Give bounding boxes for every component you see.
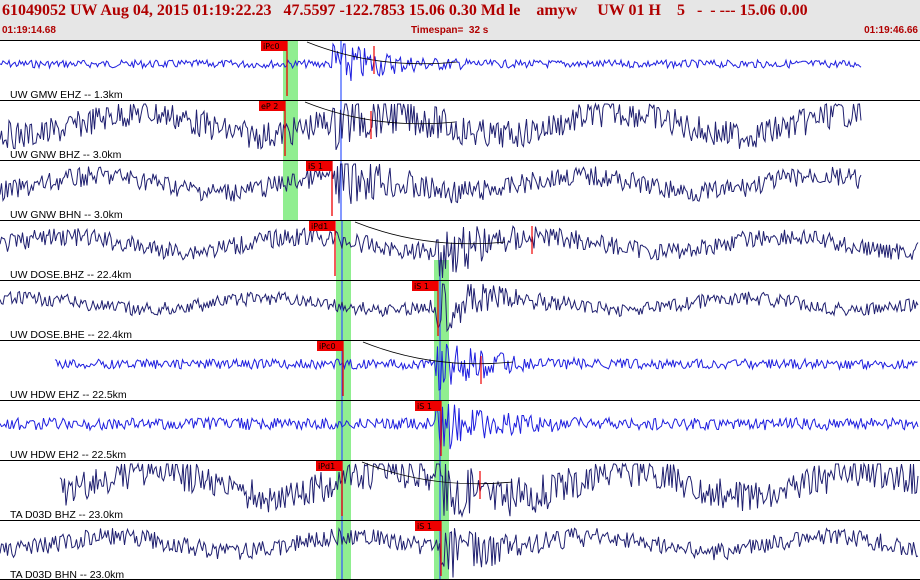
phase-pick-label: iS 1 <box>417 402 432 411</box>
phase-pick-label: iPc0 <box>263 42 280 51</box>
seismogram-panel[interactable]: iPc0 UW GMW EHZ -- 1.3km eP 2 UW GNW BHZ --… <box>0 40 920 580</box>
channel-row[interactable]: iS 1 TA D03D BHN -- 23.0km <box>0 520 920 580</box>
channel-label: UW HDW EHZ -- 22.5km <box>10 389 127 401</box>
coda-fit-curve <box>354 221 506 245</box>
phase-pick-flag[interactable] <box>306 161 332 171</box>
waveform-trace <box>59 462 919 518</box>
phase-pick-label: iPc0 <box>319 342 336 351</box>
waveform-trace <box>0 163 862 204</box>
end-time: 01:19:46.66 <box>864 25 918 36</box>
phase-pick-flag[interactable] <box>261 41 287 51</box>
coda-fit-curve <box>362 341 514 365</box>
start-time: 01:19:14.68 <box>2 25 56 36</box>
channel-row[interactable]: iS 1 UW DOSE.BHE -- 22.4km <box>0 280 920 342</box>
waveform-trace <box>0 42 862 82</box>
waveform-trace <box>0 102 862 150</box>
phase-pick-flag[interactable] <box>317 341 343 351</box>
event-title: 61049052 UW Aug 04, 2015 01:19:22.23 47.… <box>2 2 808 19</box>
waveform-trace <box>0 527 919 578</box>
channel-row[interactable]: iS 1 UW GNW BHN -- 3.0km <box>0 160 920 222</box>
channel-label: TA D03D BHZ -- 23.0km <box>10 509 123 521</box>
coda-fit-curve <box>361 461 513 485</box>
phase-pick-label: eP 2 <box>261 102 278 111</box>
channel-label: UW GNW BHZ -- 3.0km <box>10 149 122 161</box>
waveform-trace <box>54 343 918 391</box>
channel-label: TA D03D BHN -- 23.0km <box>10 569 124 580</box>
waveform-trace <box>0 225 919 279</box>
timespan-label: Timespan= 32 s <box>411 25 489 36</box>
phase-pick-label: iPd1 <box>311 222 328 231</box>
coda-fit-curve <box>304 101 456 125</box>
channel-label: UW HDW EH2 -- 22.5km <box>10 449 126 461</box>
channel-row[interactable]: iPc0 UW HDW EHZ -- 22.5km <box>0 340 920 402</box>
phase-pick-label: iS 1 <box>414 282 429 291</box>
phase-pick-flag[interactable] <box>415 521 441 531</box>
channel-label: UW GMW EHZ -- 1.3km <box>10 89 123 101</box>
phase-pick-label: iPd1 <box>318 462 335 471</box>
phase-pick-label: iS 1 <box>417 522 432 531</box>
channel-row[interactable]: iPd1 UW DOSE.BHZ -- 22.4km <box>0 220 920 282</box>
phase-pick-flag[interactable] <box>316 461 342 471</box>
waveform-trace <box>0 403 919 450</box>
channel-label: UW GNW BHN -- 3.0km <box>10 209 123 221</box>
header-bar: 61049052 UW Aug 04, 2015 01:19:22.23 47.… <box>0 0 920 40</box>
channel-label: UW DOSE.BHE -- 22.4km <box>10 329 132 341</box>
coda-fit-curve <box>306 41 458 65</box>
phase-pick-flag[interactable] <box>415 401 441 411</box>
channel-label: UW DOSE.BHZ -- 22.4km <box>10 269 132 281</box>
channel-row[interactable]: eP 2 UW GNW BHZ -- 3.0km <box>0 100 920 162</box>
channel-row[interactable]: iPd1 TA D03D BHZ -- 23.0km <box>0 460 920 522</box>
phase-pick-flag[interactable] <box>309 221 335 231</box>
phase-pick-flag[interactable] <box>412 281 438 291</box>
waveform-trace <box>0 283 919 333</box>
channel-row[interactable]: iPc0 UW GMW EHZ -- 1.3km <box>0 40 920 102</box>
channel-row[interactable]: iS 1 UW HDW EH2 -- 22.5km <box>0 400 920 462</box>
phase-pick-label: iS 1 <box>308 162 323 171</box>
phase-pick-flag[interactable] <box>259 101 285 111</box>
